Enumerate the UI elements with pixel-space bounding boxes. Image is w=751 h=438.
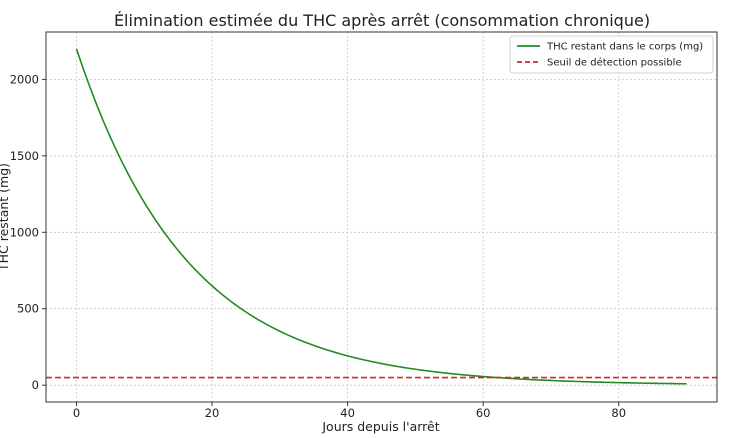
x-axis-label: Jours depuis l'arrêt — [321, 419, 439, 434]
x-tick-label: 40 — [340, 406, 355, 420]
y-tick-label: 1500 — [10, 149, 39, 163]
axis-ticks: 0 20 40 60 80 0 500 1000 1500 2000 — [10, 72, 626, 420]
y-tick-label: 0 — [32, 378, 39, 392]
y-tick-label: 500 — [17, 302, 39, 316]
x-tick-label: 20 — [205, 406, 220, 420]
y-axis-label: THC restant (mg) — [0, 163, 11, 272]
legend: THC restant dans le corps (mg) Seuil de … — [509, 35, 714, 74]
x-tick-label: 0 — [73, 406, 80, 420]
plot-lines — [46, 48, 717, 385]
legend-label-thc: THC restant dans le corps (mg) — [546, 42, 703, 53]
x-tick-label: 60 — [476, 406, 491, 420]
plot-frame — [45, 31, 718, 403]
y-tick-label: 2000 — [10, 72, 39, 86]
chart-title: Élimination estimée du THC après arrêt (… — [114, 11, 650, 30]
series-thc-line — [75, 48, 687, 385]
x-tick-label: 80 — [611, 406, 626, 420]
y-tick-label: 1000 — [10, 225, 39, 239]
legend-label-threshold: Seuil de détection possible — [547, 57, 682, 69]
legend-box — [509, 35, 714, 74]
grid — [46, 32, 717, 402]
